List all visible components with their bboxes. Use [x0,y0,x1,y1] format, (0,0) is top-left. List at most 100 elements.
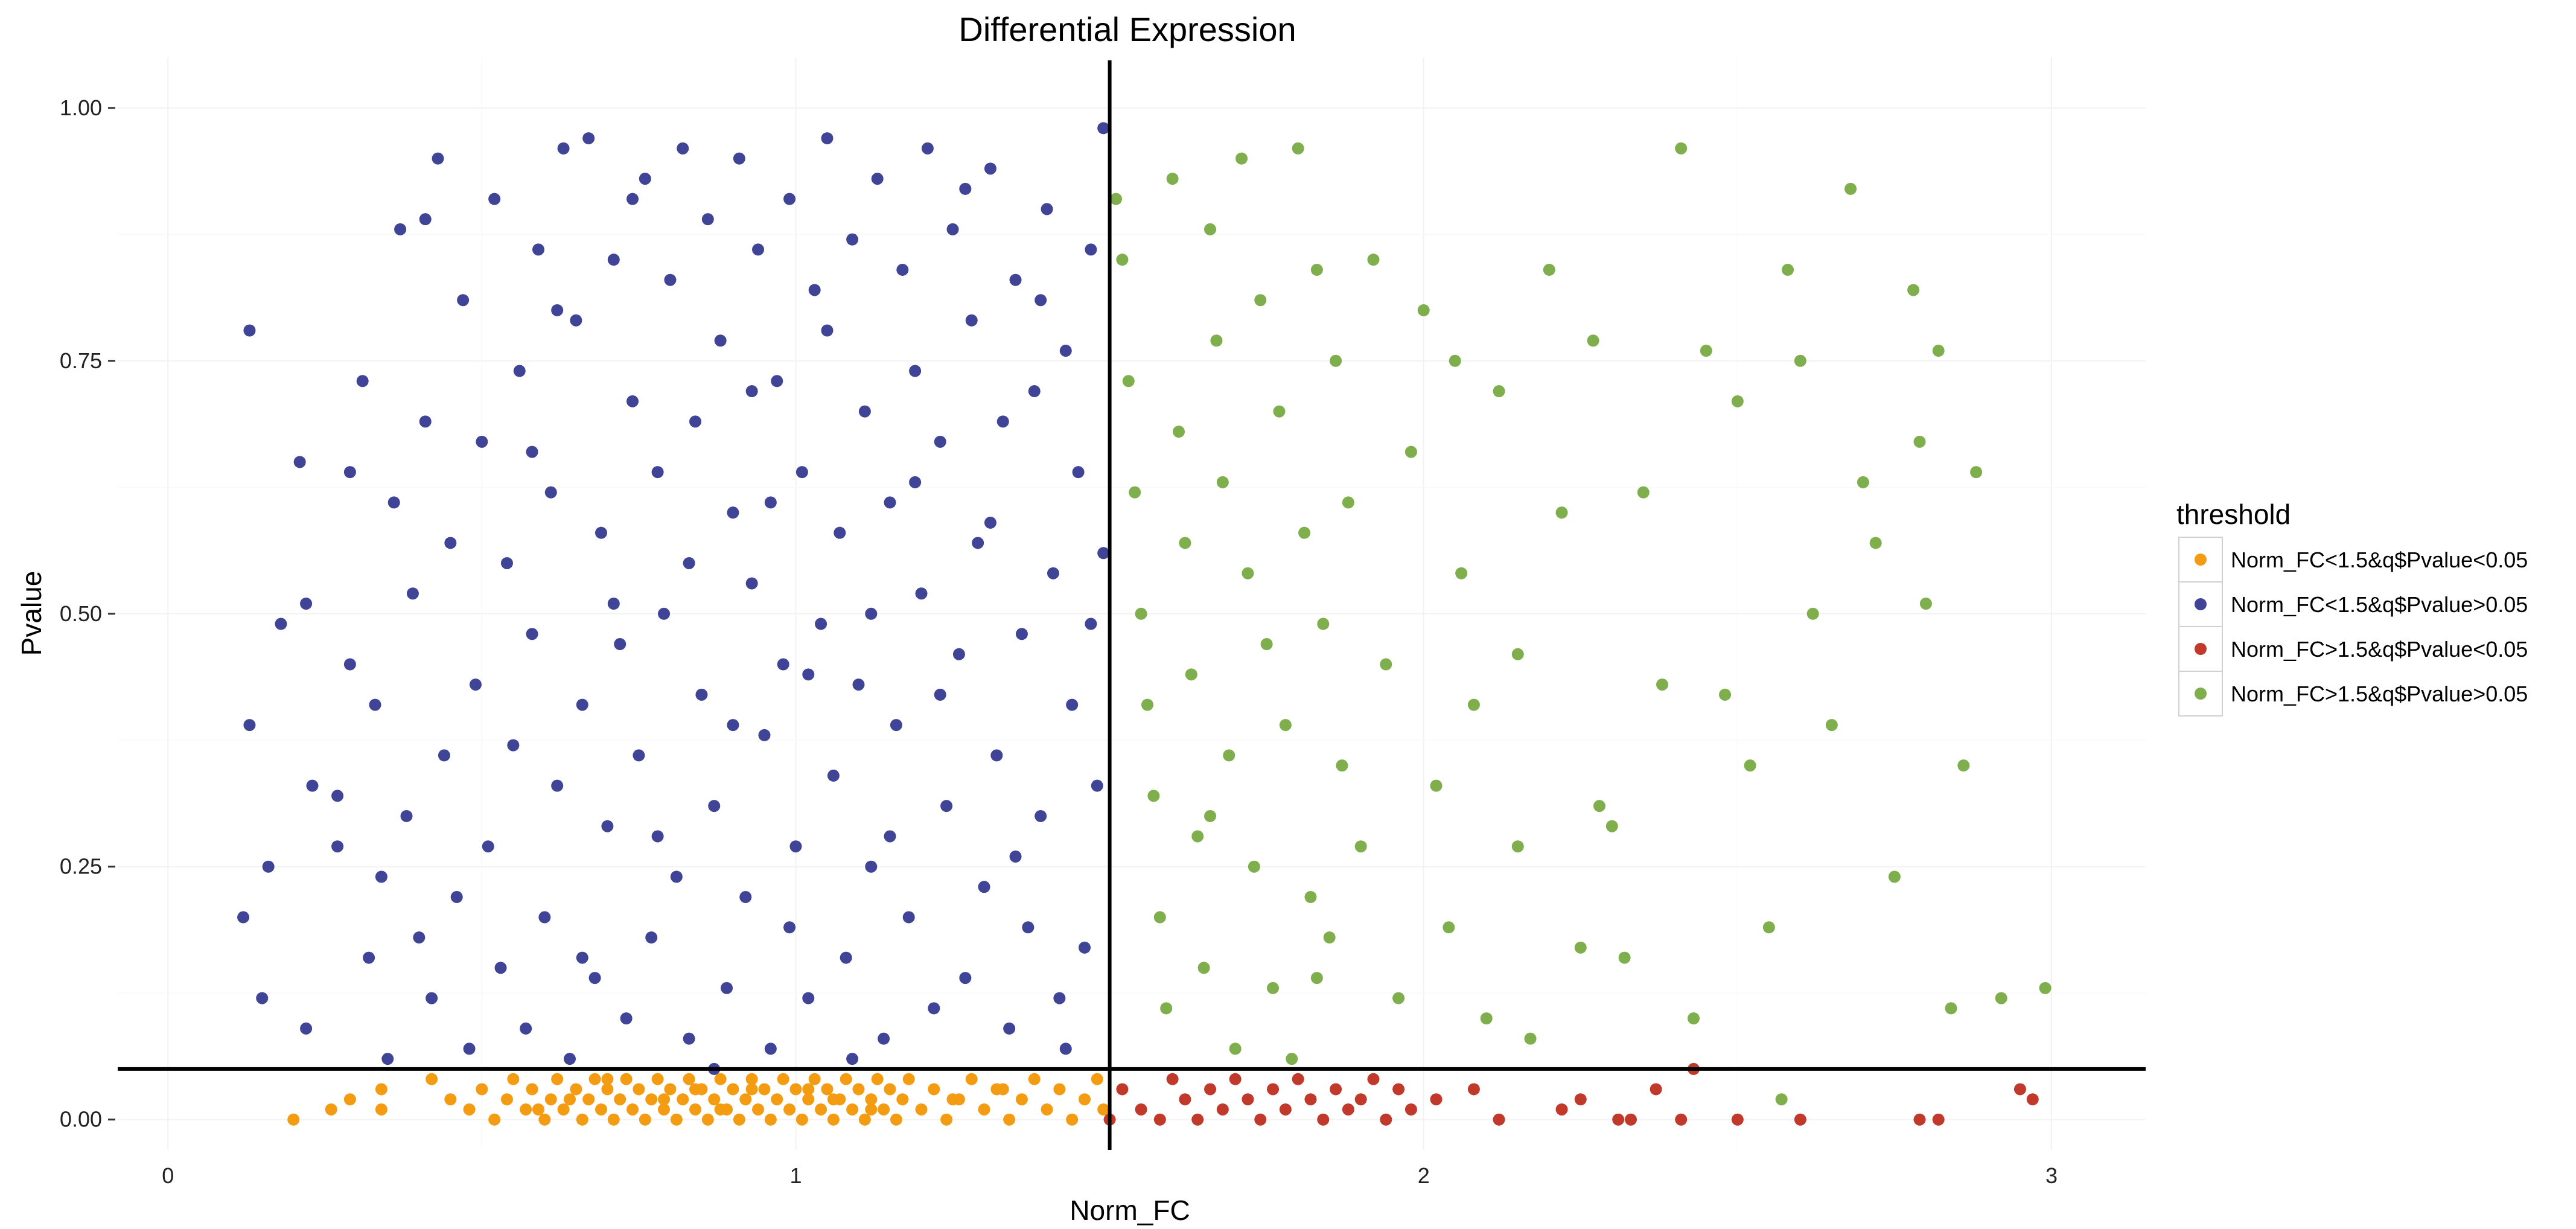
data-point [1216,1103,1229,1116]
data-point [595,1103,607,1116]
data-point [1317,1113,1330,1126]
data-point [846,233,859,246]
data-point [852,678,865,691]
data-point [375,1083,387,1096]
data-point [940,800,953,812]
data-point [1279,1103,1292,1116]
data-point [915,587,928,600]
data-point [1210,334,1223,347]
data-point [1197,962,1210,974]
data-point [1260,638,1273,651]
data-point [570,1083,582,1096]
data-point [1605,820,1618,832]
data-point [1153,911,1166,924]
data-point [551,304,564,316]
data-point [1367,1073,1380,1085]
data-point [815,618,827,630]
data-point [526,628,538,640]
data-point [677,1093,689,1106]
data-point [1122,375,1135,388]
data-point [1775,1093,1788,1106]
data-point [984,162,996,175]
data-point [400,809,413,822]
data-point [1053,992,1066,1004]
data-point [984,516,996,529]
legend-label: Norm_FC>1.5&q$Pvalue<0.05 [2231,637,2528,662]
data-point [701,213,714,226]
legend: threshold Norm_FC<1.5&q$Pvalue<0.05Norm_… [2176,499,2528,717]
data-point [293,456,306,468]
data-point [978,1103,990,1116]
legend-title: threshold [2176,499,2291,530]
data-point [1204,809,1217,822]
data-point [683,1032,695,1045]
data-point [526,1083,538,1096]
data-point [758,1083,771,1096]
data-point [771,375,783,388]
data-point [1179,537,1191,549]
data-point [1700,345,1712,357]
y-tick-label: 0.75 [60,348,102,373]
data-point [532,1103,544,1116]
data-point [1072,466,1085,479]
data-point [915,1103,928,1116]
data-point [1085,618,1097,630]
data-point [551,779,564,792]
data-point [1009,850,1022,863]
data-point [821,324,834,337]
data-point [689,1103,702,1116]
data-point [1857,476,1869,488]
data-point [1153,1113,1166,1126]
data-point [1078,1093,1091,1106]
data-point [940,1113,953,1126]
data-point [884,1083,896,1096]
data-point [1675,142,1688,155]
data-point [607,1113,620,1126]
data-point [1028,1073,1041,1085]
data-point [783,193,796,205]
data-point [1179,1093,1191,1106]
data-point [1191,1113,1204,1126]
y-tick-label: 0.00 [60,1107,102,1132]
data-point [1035,809,1047,822]
data-point [959,182,972,195]
data-point [1097,547,1110,560]
data-point [1135,1103,1147,1116]
data-point [413,931,426,944]
x-tick-label: 3 [2045,1163,2058,1188]
data-point [1015,628,1028,640]
data-point [432,152,444,165]
data-point [727,719,739,732]
data-point [1913,435,1926,448]
legend-items: Norm_FC<1.5&q$Pvalue<0.05 Norm_FC<1.5&q$P… [2178,537,2528,717]
data-point [1141,698,1154,711]
data-point [1041,203,1053,215]
data-point [1524,1032,1537,1045]
data-point [714,1103,727,1116]
data-point [902,1073,915,1085]
data-point [507,1073,520,1085]
data-point [1160,1002,1173,1015]
x-tick-label: 1 [789,1163,802,1188]
data-point [1066,1113,1079,1126]
data-point [1298,526,1311,539]
data-point [808,1073,821,1085]
data-point [1166,173,1179,185]
data-point [658,607,671,620]
data-point [633,1083,645,1096]
data-point [588,972,601,985]
data-point [620,1073,633,1085]
data-point [343,658,356,671]
data-point [1147,790,1160,802]
data-point [287,1113,300,1126]
data-point [1555,1103,1568,1116]
data-point [1574,1093,1587,1106]
data-point [764,1113,777,1126]
legend-key-dot [2195,643,2207,655]
data-point [538,911,551,924]
data-point [1342,1103,1354,1116]
data-point [1248,860,1260,873]
data-point [745,1083,758,1096]
